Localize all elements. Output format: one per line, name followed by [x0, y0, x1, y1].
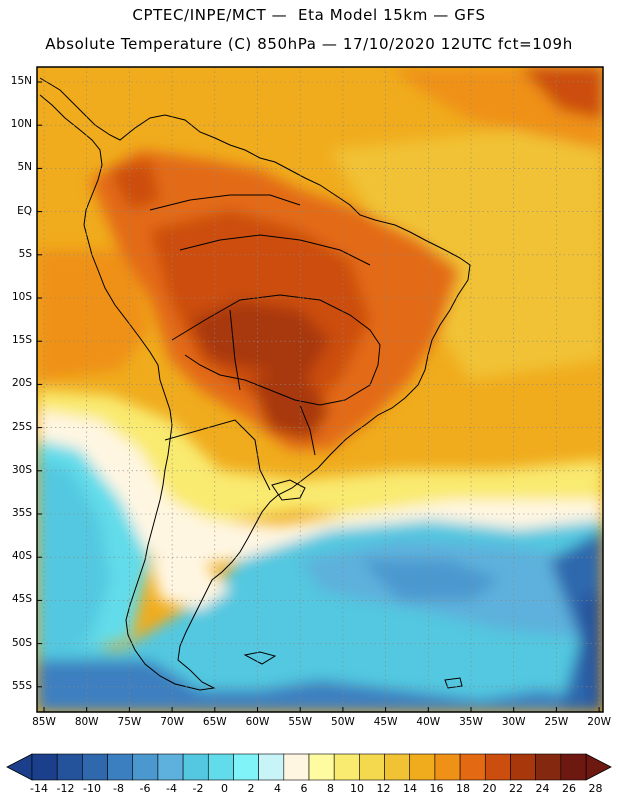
lon-label-50w: 50W: [331, 716, 355, 728]
colorbar-swatch: [308, 753, 335, 781]
lon-label-85w: 85W: [32, 716, 56, 728]
lat-label-45s: 45S: [11, 593, 32, 606]
colorbar-label: 20: [482, 782, 497, 795]
colorbar-swatch: [484, 753, 511, 781]
lat-label-eq: EQ: [17, 204, 32, 217]
colorbar-swatch: [258, 753, 285, 781]
lat-label-10s: 10S: [11, 291, 32, 303]
lat-label-10n: 10N: [10, 118, 32, 131]
colorbar-label: 6: [300, 782, 308, 795]
colorbar-swatch: [434, 753, 461, 781]
colorbar-label: 4: [274, 782, 281, 795]
colorbar-swatch: [233, 753, 259, 781]
lon-label-75w: 75W: [117, 716, 142, 728]
lon-label-35w: 35W: [459, 716, 483, 728]
colorbar-swatch: [182, 753, 209, 781]
lat-label-35s: 35S: [11, 507, 32, 519]
chart-title-line1: CPTEC/INPE/MCT — Eta Model 15km — GFS: [132, 6, 486, 24]
colorbar-low-arrow: [6, 753, 33, 781]
coastlines: [39, 77, 471, 691]
colorbar-swatch: [56, 753, 83, 781]
axis-ticks: [37, 81, 600, 712]
lat-label-50s: 50S: [11, 636, 32, 649]
lon-label-30w: 30W: [501, 716, 526, 728]
map-frame: [36, 66, 604, 713]
colorbar-label: 10: [350, 782, 364, 795]
lon-label-40w: 40W: [416, 716, 441, 728]
lon-label-45w: 45W: [373, 716, 398, 728]
lon-label-70w: 70W: [160, 716, 184, 728]
colorbar-swatch: [283, 753, 310, 781]
colorbar-swatch: [384, 753, 411, 781]
colorbar-label: 22: [509, 782, 523, 795]
colorbar-swatch: [207, 753, 234, 781]
colorbar-label: -12: [56, 782, 75, 795]
colorbar-label: 24: [535, 782, 550, 795]
colorbar-swatch: [560, 753, 587, 781]
colorbar-label: 12: [376, 782, 391, 795]
lat-label-30s: 30S: [11, 463, 32, 476]
colorbar-label: 2: [247, 782, 255, 795]
colorbar-swatch: [409, 753, 436, 781]
colorbar: [6, 753, 612, 781]
colorbar-high-arrow: [585, 753, 612, 781]
lon-label-25w: 25W: [544, 716, 569, 728]
temperature-field: [37, 67, 603, 712]
colorbar-label: 18: [456, 782, 470, 795]
lat-label-5s: 5S: [18, 247, 32, 260]
lon-label-80w: 80W: [74, 716, 99, 728]
colorbar-label: 28: [588, 782, 603, 795]
colorbar-swatch: [31, 753, 58, 781]
lat-label-25s: 25S: [11, 420, 32, 433]
colorbar-label: -8: [113, 782, 124, 795]
chart-title-line2: Absolute Temperature (C) 850hPa — 17/10/…: [45, 35, 573, 53]
colorbar-swatch: [82, 753, 108, 781]
colorbar-swatch: [359, 753, 385, 781]
colorbar-label: 14: [403, 782, 417, 795]
colorbar-label: -4: [166, 782, 177, 795]
lon-label-60w: 60W: [245, 716, 270, 728]
colorbar-label: 0: [221, 782, 228, 795]
lat-label-15s: 15S: [11, 334, 32, 347]
lon-label-20w: 20W: [587, 716, 611, 728]
lat-label-15n: 15N: [10, 75, 32, 87]
colorbar-label: 8: [327, 782, 334, 795]
lat-label-20s: 20S: [11, 377, 32, 390]
colorbar-swatch: [157, 753, 184, 781]
colorbar-label: -10: [83, 782, 101, 795]
lon-label-65w: 65W: [202, 716, 227, 728]
colorbar-swatch: [333, 753, 360, 781]
colorbar-swatch: [107, 753, 134, 781]
lat-label-55s: 55S: [11, 679, 32, 692]
colorbar-label: 26: [562, 782, 576, 795]
colorbar-swatch: [132, 753, 159, 781]
lon-label-55w: 55W: [288, 716, 313, 728]
lat-label-40s: 40S: [11, 550, 32, 563]
colorbar-label: 16: [429, 782, 444, 795]
lat-label-5n: 5N: [17, 161, 32, 174]
colorbar-swatch: [510, 753, 536, 781]
colorbar-label: -2: [192, 782, 204, 795]
colorbar-label: -14: [30, 782, 48, 795]
colorbar-swatch: [535, 753, 562, 781]
colorbar-swatch: [459, 753, 486, 781]
colorbar-label: -6: [139, 782, 151, 795]
